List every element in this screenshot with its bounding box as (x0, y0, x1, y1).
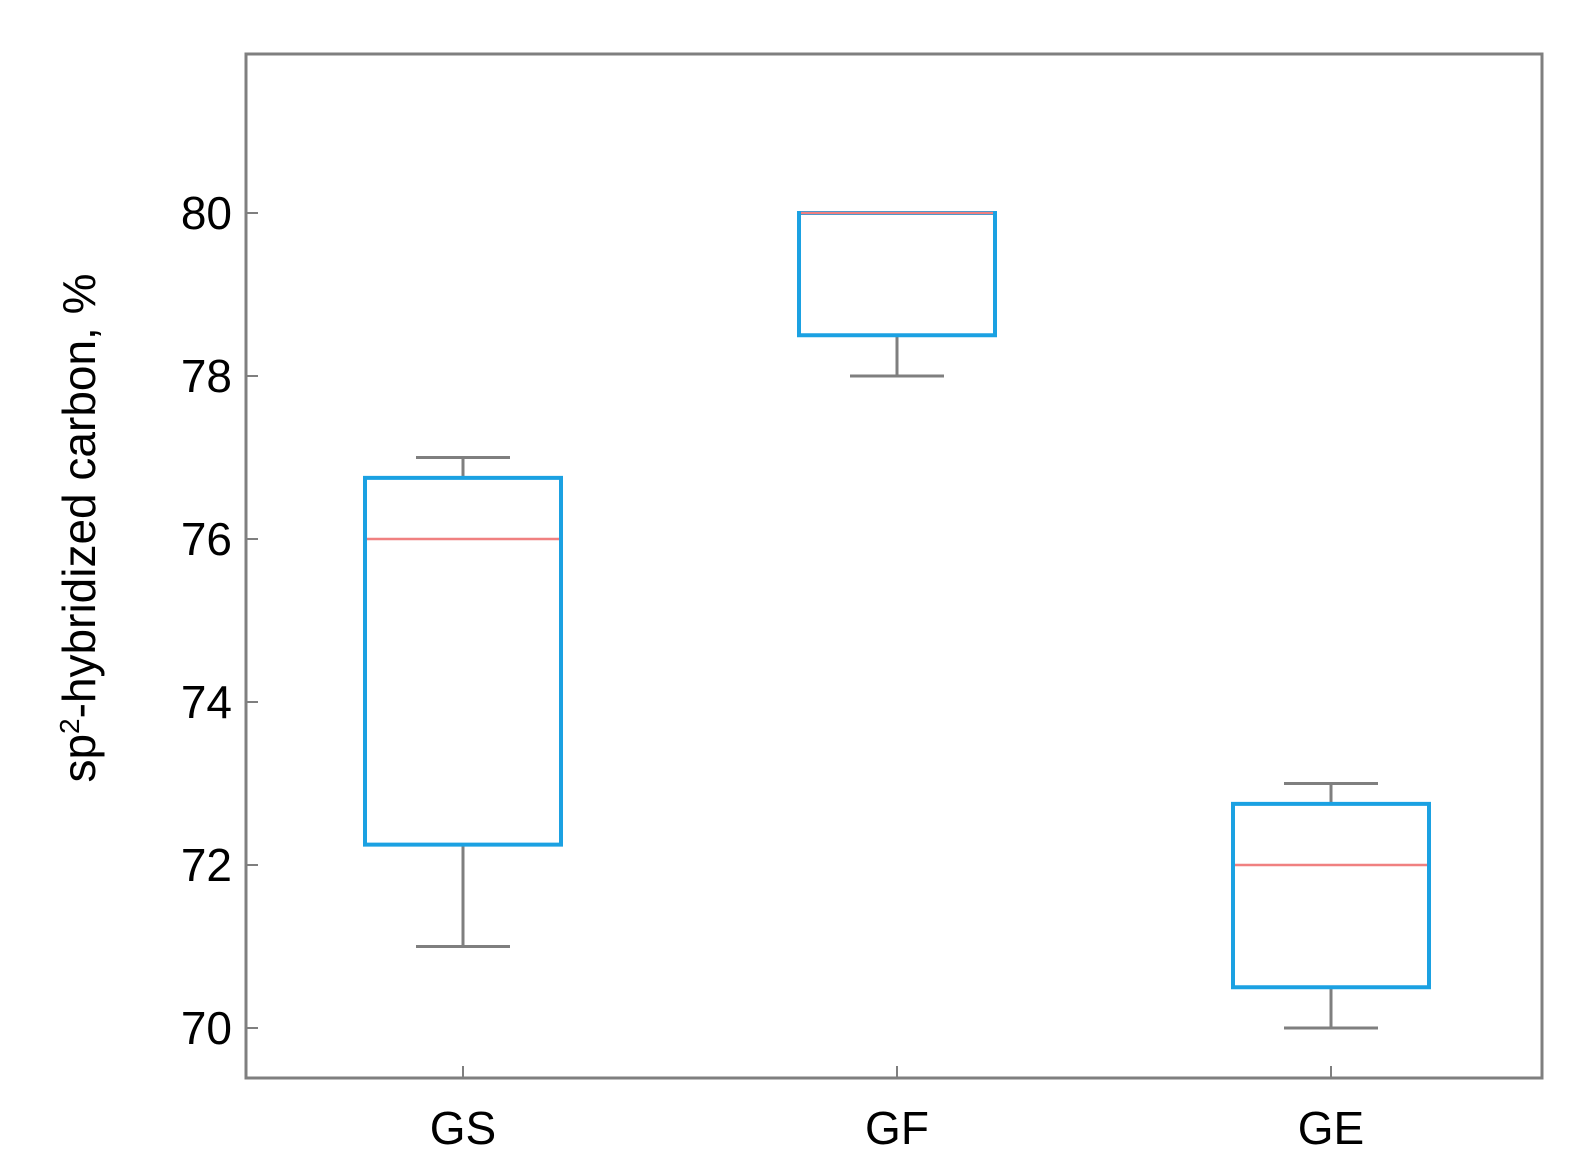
y-tick-label: 78 (181, 350, 232, 402)
box-gs (363, 456, 563, 948)
box-iqr (1231, 801, 1431, 990)
y-axis-ticks: 70 72 74 76 78 80 (181, 187, 258, 1054)
x-tick-label: GE (1298, 1102, 1364, 1154)
box-ge (1231, 782, 1431, 1030)
y-tick-label: 80 (181, 187, 232, 239)
x-tick-label: GF (865, 1102, 929, 1154)
y-tick-label: 70 (181, 1002, 232, 1054)
y-tick-label: 76 (181, 513, 232, 565)
y-axis-label-suffix: -hybridized carbon, % (53, 273, 105, 718)
y-axis-label-superscript: 2 (54, 718, 85, 734)
plot-area-frame (244, 52, 1544, 1080)
y-axis-label: sp2-hybridized carbon, % (53, 273, 105, 782)
box-gf (797, 211, 997, 378)
y-tick-label: 74 (181, 676, 232, 728)
y-axis-label-prefix: sp (53, 734, 105, 783)
y-tick-label: 72 (181, 839, 232, 891)
x-axis-ticks: GS GF GE (430, 1066, 1364, 1154)
box-iqr (797, 211, 997, 338)
x-tick-label: GS (430, 1102, 496, 1154)
box-iqr (363, 475, 563, 847)
box-series (363, 211, 1431, 1030)
